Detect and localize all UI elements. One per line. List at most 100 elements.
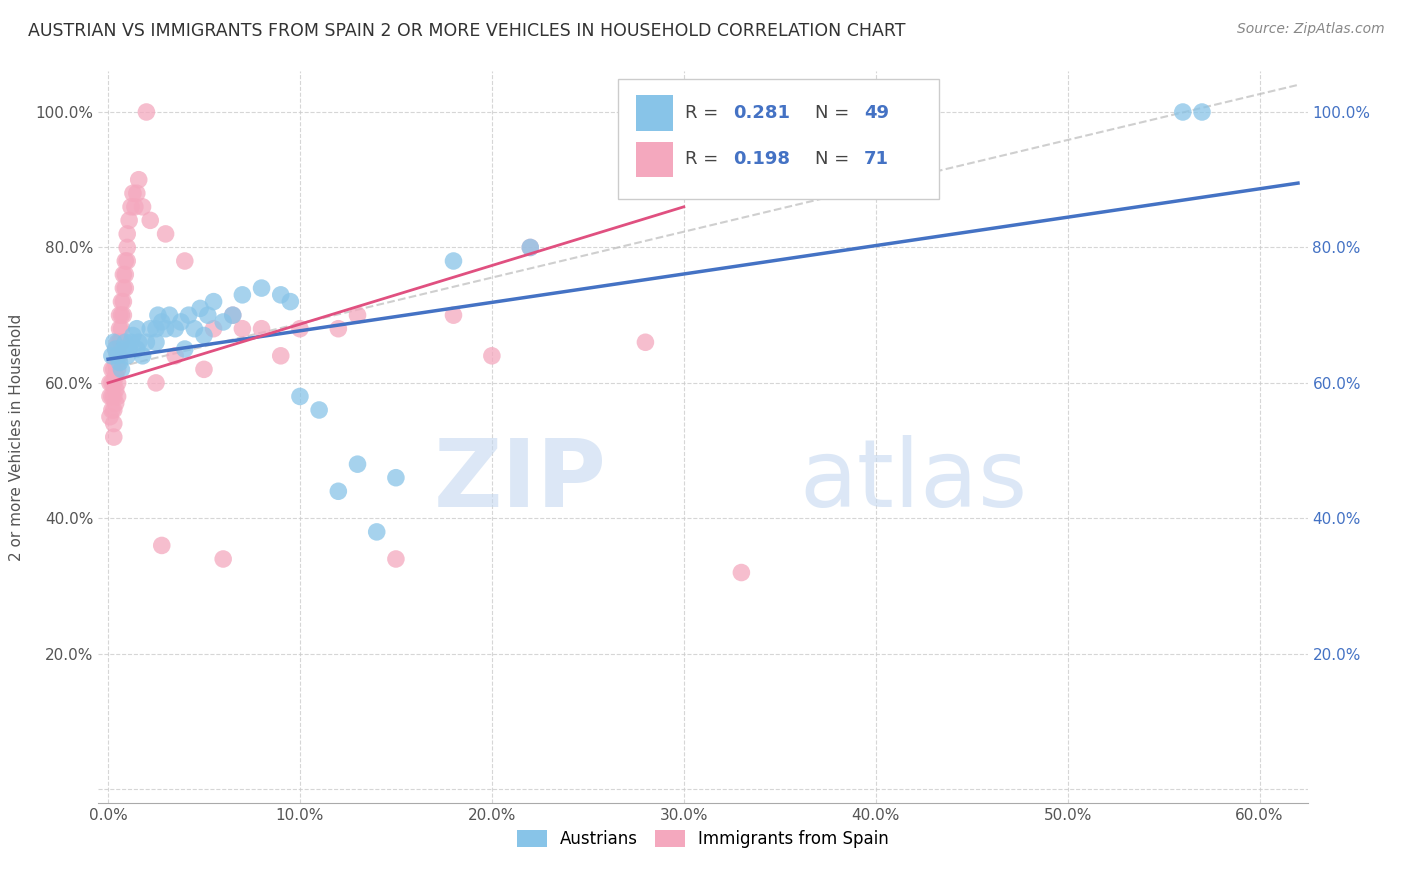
Point [145,376,167,390]
Point [112,294,135,309]
Point [202,294,225,309]
Text: 0.281: 0.281 [734,104,790,122]
Point [270,349,292,363]
Point [250,281,273,295]
Point [103,376,125,390]
Point [155,227,177,241]
Point [103,430,125,444]
Point [135,335,157,350]
Point [112,342,135,356]
Point [197,308,219,322]
Point [308,403,330,417]
Point [103,362,125,376]
Point [110,322,132,336]
Point [385,552,408,566]
Point [107,362,129,376]
Point [107,389,129,403]
Point [110,335,132,350]
Point [114,335,136,350]
Point [328,322,350,336]
Point [125,322,148,336]
Point [212,315,235,329]
Point [519,240,541,254]
Text: Source: ZipAtlas.com: Source: ZipAtlas.com [1237,22,1385,37]
Point [125,186,148,201]
Point [104,369,127,384]
Point [114,268,136,282]
Point [202,322,225,336]
Point [98,376,121,390]
Point [135,105,157,120]
Point [177,308,200,322]
Point [98,389,121,403]
Point [165,322,187,336]
Point [231,288,253,302]
Point [118,342,141,356]
Bar [637,142,672,177]
Point [222,308,245,322]
FancyBboxPatch shape [619,78,939,200]
Point [103,335,125,350]
Point [145,335,167,350]
Point [145,322,167,336]
Point [128,335,150,350]
Point [1191,105,1213,120]
Point [112,308,135,322]
Point [103,389,125,403]
Text: AUSTRIAN VS IMMIGRANTS FROM SPAIN 2 OR MORE VEHICLES IN HOUSEHOLD CORRELATION CH: AUSTRIAN VS IMMIGRANTS FROM SPAIN 2 OR M… [28,22,905,40]
Text: N =: N = [815,104,855,122]
Point [346,457,368,471]
Point [124,200,146,214]
Y-axis label: 2 or more Vehicles in Household: 2 or more Vehicles in Household [10,313,24,561]
Point [1171,105,1194,120]
Point [107,376,129,390]
Point [173,254,195,268]
Point [188,301,211,316]
Point [108,308,131,322]
Point [328,484,350,499]
Point [103,417,125,431]
Point [107,349,129,363]
Point [101,349,124,363]
Point [112,268,135,282]
Point [101,362,124,376]
Point [634,335,657,350]
Point [101,389,124,403]
Point [443,254,465,268]
Point [110,294,132,309]
Point [101,376,124,390]
Point [122,328,145,343]
Point [115,227,138,241]
Point [128,172,150,186]
Text: 49: 49 [863,104,889,122]
Point [107,349,129,363]
Point [115,254,138,268]
Point [231,322,253,336]
Point [481,349,503,363]
Point [108,355,131,369]
Point [288,389,311,403]
Point [131,349,153,363]
Legend: Austrians, Immigrants from Spain: Austrians, Immigrants from Spain [509,822,897,856]
Point [108,335,131,350]
Point [118,213,141,227]
Point [131,200,153,214]
Point [122,186,145,201]
Point [270,288,292,302]
Point [150,538,173,552]
Text: R =: R = [685,104,724,122]
Point [139,213,162,227]
Point [193,362,215,376]
Point [103,403,125,417]
Point [155,322,177,336]
Point [170,315,193,329]
Point [165,349,187,363]
Text: N =: N = [815,150,855,168]
Point [110,308,132,322]
Point [104,342,127,356]
Text: 0.198: 0.198 [734,150,790,168]
Point [222,308,245,322]
Point [107,335,129,350]
Point [120,200,142,214]
Point [212,552,235,566]
